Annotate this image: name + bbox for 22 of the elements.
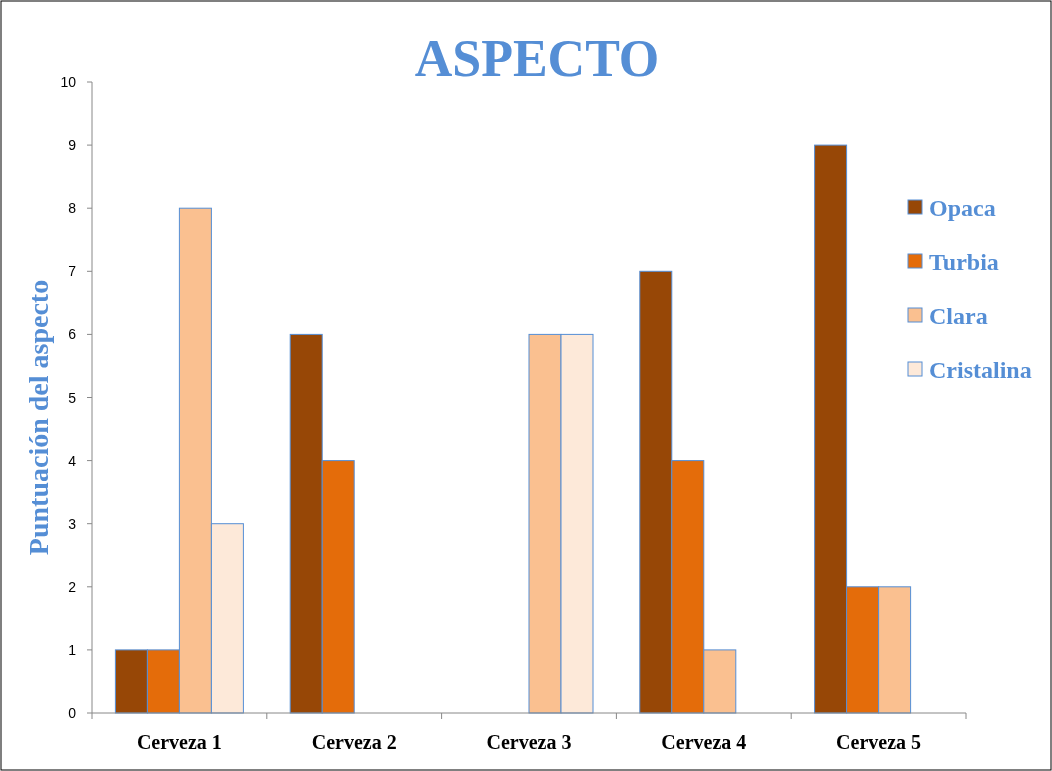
x-tick-label: Cerveza 3: [486, 731, 572, 753]
legend-label: Turbia: [929, 249, 999, 275]
chart-title: ASPECTO: [414, 30, 660, 87]
legend-label: Cristalina: [929, 357, 1032, 383]
legend-label: Clara: [929, 303, 988, 329]
y-axis-title: Puntuación del aspecto: [23, 279, 54, 556]
y-tick-label: 6: [68, 326, 77, 343]
legend-label: Opaca: [929, 195, 996, 221]
x-tick-label: Cerveza 5: [836, 731, 922, 753]
y-tick-label: 1: [68, 641, 77, 658]
y-tick-label: 7: [68, 263, 77, 280]
y-tick-label: 4: [68, 452, 77, 469]
y-tick-label: 0: [68, 705, 77, 721]
x-tick-label: Cerveza 1: [136, 731, 222, 753]
y-tick-label: 9: [68, 137, 77, 154]
y-tick-label: 10: [60, 74, 77, 90]
y-tick-label: 5: [68, 389, 77, 406]
y-tick-label: 8: [68, 200, 77, 217]
y-tick-label: 2: [68, 578, 77, 595]
x-tick-label: Cerveza 4: [661, 731, 747, 753]
x-tick-label: Cerveza 2: [311, 731, 397, 753]
y-tick-label: 3: [68, 515, 77, 532]
